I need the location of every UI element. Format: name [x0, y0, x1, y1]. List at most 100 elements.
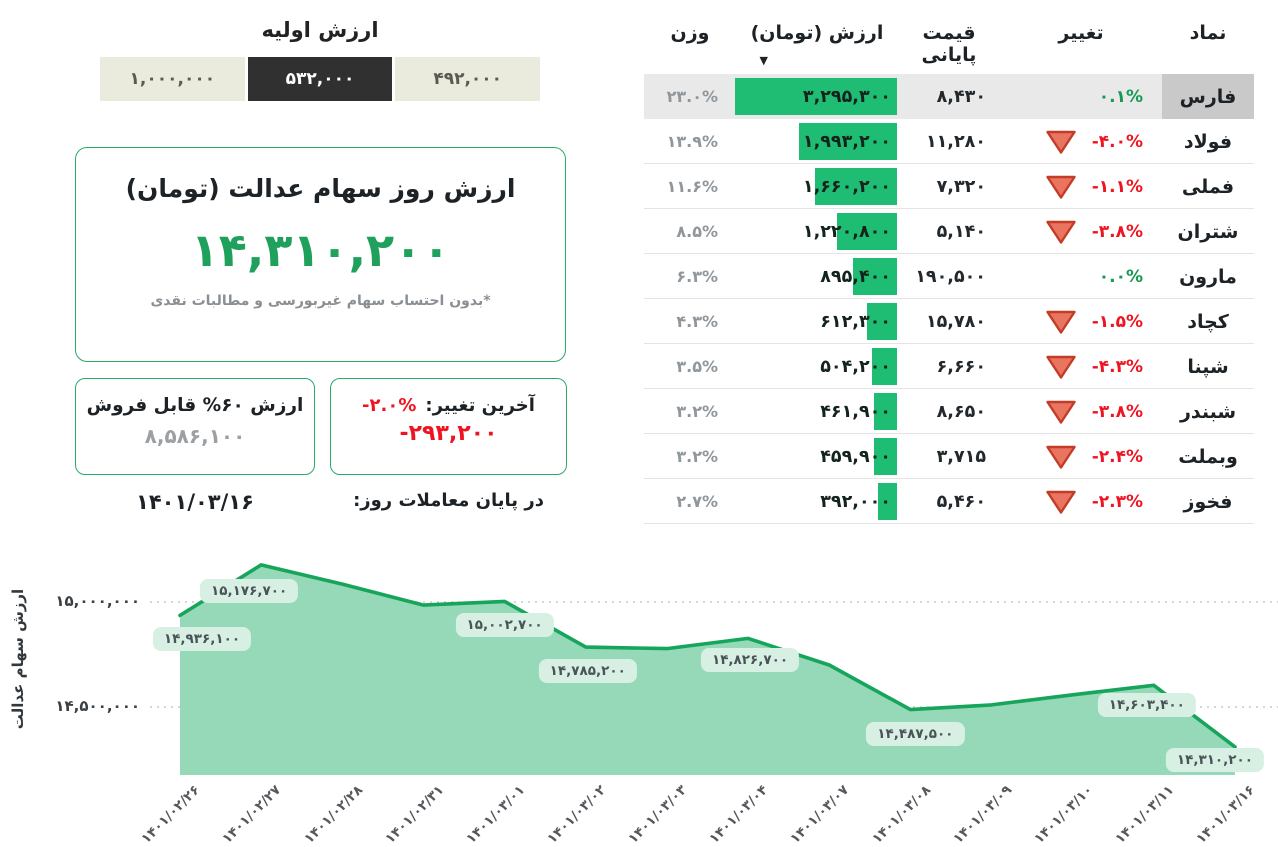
closing-price-cell: ۸,۶۵۰ [936, 401, 986, 422]
value-amount: ۶۱۲,۳۰۰ [820, 311, 891, 332]
value-bar [874, 438, 897, 475]
value-cell: ۱,۶۶۰,۲۰۰ [736, 164, 898, 209]
weight-cell: ۸.۵% [676, 222, 718, 241]
data-point-label: ۱۴,۸۲۶,۷۰۰ [700, 648, 800, 673]
change-percent: ۰.۰% [1098, 266, 1143, 287]
change-cell: -۲.۴% [1000, 444, 1162, 470]
change-cell: ۰.۱% [1000, 84, 1162, 110]
closing-price-cell: ۷,۳۲۰ [936, 176, 986, 197]
data-point-label: ۱۴,۳۱۰,۲۰۰ [1165, 747, 1265, 772]
table-row[interactable]: مارون ۰.۰% ۱۹۰,۵۰۰ ۸۹۵,۴۰۰ ۶.۳% [644, 254, 1254, 299]
current-value-title: ارزش روز سهام عدالت (تومان) [125, 174, 516, 203]
initial-value-option-1[interactable]: ۵۳۲,۰۰۰ [247, 57, 393, 101]
weight-cell: ۴.۳% [676, 312, 718, 331]
y-tick-label: ۱۴,۵۰۰,۰۰۰ [55, 697, 140, 715]
value-amount: ۱,۶۶۰,۲۰۰ [802, 176, 891, 197]
triangle-down-icon [1045, 490, 1076, 514]
change-cell: ۰.۰% [1000, 264, 1162, 290]
initial-value-title: ارزش اولیه [261, 18, 379, 42]
symbol-cell: فارس [1162, 74, 1254, 119]
summary-panel: ارزش اولیه ۱,۰۰۰,۰۰۰ ۵۳۲,۰۰۰ ۴۹۲,۰۰۰ ارزش … [60, 12, 570, 532]
symbol-cell: شپنا [1187, 355, 1229, 378]
change-percent: ۰.۱% [1098, 86, 1143, 107]
table-row[interactable]: کچاد -۱.۵% ۱۵,۷۸۰ ۶۱۲,۳۰۰ ۴.۳% [644, 299, 1254, 344]
data-point-label: ۱۴,۹۳۶,۱۰۰ [152, 627, 252, 652]
table-row[interactable]: شبندر -۳.۸% ۸,۶۵۰ ۴۶۱,۹۰۰ ۳.۲% [644, 389, 1254, 434]
change-cell: -۴.۳% [1000, 354, 1162, 380]
value-cell: ۳۹۲,۰۰۰ [736, 479, 898, 524]
value-amount: ۵۰۴,۲۰۰ [820, 356, 891, 377]
value-bar [815, 168, 897, 205]
change-cell: -۳.۸% [1000, 219, 1162, 245]
data-point-label: ۱۵,۱۷۶,۷۰۰ [200, 578, 299, 603]
triangle-down-icon [1045, 400, 1076, 424]
value-bar [735, 78, 897, 115]
portfolio-table: نماد تغییر قیمت پایانی ارزش (تومان) ▼ وز… [644, 10, 1254, 524]
symbol-cell: کچاد [1187, 310, 1229, 333]
symbol-cell: وبملت [1178, 445, 1238, 468]
table-header-row: نماد تغییر قیمت پایانی ارزش (تومان) ▼ وز… [644, 10, 1254, 74]
value-cell: ۱,۹۹۳,۲۰۰ [736, 119, 898, 164]
value-amount: ۳۹۲,۰۰۰ [820, 491, 891, 512]
value-amount: ۱,۲۲۰,۸۰۰ [802, 221, 891, 242]
column-header-value[interactable]: ارزش (تومان) ▼ [736, 22, 898, 67]
value-amount: ۴۵۹,۹۰۰ [820, 446, 891, 467]
last-change-label: آخرین تغییر: [425, 395, 535, 416]
column-header-weight[interactable]: وزن [670, 22, 710, 44]
valuation-date: ۱۴۰۱/۰۳/۱۶ [136, 490, 254, 514]
y-tick-label: ۱۵,۰۰۰,۰۰۰ [55, 592, 140, 610]
last-change-amount: -۲۹۳,۲۰۰ [399, 421, 498, 446]
change-cell: -۱.۱% [1000, 174, 1162, 200]
symbol-cell: مارون [1179, 265, 1237, 288]
value-amount: ۸۹۵,۴۰۰ [820, 266, 891, 287]
initial-value-option-2[interactable]: ۴۹۲,۰۰۰ [395, 57, 541, 101]
last-change-card: آخرین تغییر: -۲.۰% -۲۹۳,۲۰۰ [330, 378, 567, 475]
weight-cell: ۲۳.۰% [666, 87, 718, 106]
change-percent: -۳.۸% [1091, 221, 1143, 242]
table-row[interactable]: وبملت -۲.۴% ۳,۷۱۵ ۴۵۹,۹۰۰ ۳.۲% [644, 434, 1254, 479]
current-value-footnote: *بدون احتساب سهام غیربورسی و مطالبات نقد… [150, 293, 491, 309]
value-bar [837, 213, 897, 250]
table-row[interactable]: فارس ۰.۱% ۸,۴۳۰ ۳,۲۹۵,۳۰۰ ۲۳.۰% [644, 74, 1254, 119]
weight-cell: ۶.۳% [676, 267, 718, 286]
triangle-down-icon [1045, 220, 1076, 244]
change-percent: -۳.۸% [1091, 401, 1143, 422]
change-percent: -۱.۱% [1091, 176, 1143, 197]
value-cell: ۱,۲۲۰,۸۰۰ [736, 209, 898, 254]
closing-price-cell: ۸,۴۳۰ [936, 86, 986, 107]
symbol-cell: فملی [1181, 175, 1235, 198]
column-header-price[interactable]: قیمت پایانی [921, 22, 977, 66]
column-header-change[interactable]: تغییر [1058, 22, 1104, 44]
closing-price-cell: ۵,۴۶۰ [936, 491, 986, 512]
table-row[interactable]: شپنا -۴.۳% ۶,۶۶۰ ۵۰۴,۲۰۰ ۳.۵% [644, 344, 1254, 389]
table-row[interactable]: شتران -۳.۸% ۵,۱۴۰ ۱,۲۲۰,۸۰۰ ۸.۵% [644, 209, 1254, 254]
equity-value-chart: ارزش سهام عدالت ۱۵,۰۰۰,۰۰۰ ۱۴,۵۰۰,۰۰۰ ۱۴,۹… [0, 545, 1278, 847]
value-cell: ۶۱۲,۳۰۰ [736, 299, 898, 344]
value-cell: ۴۵۹,۹۰۰ [736, 434, 898, 479]
closing-price-cell: ۱۱,۲۸۰ [925, 131, 986, 152]
value-amount: ۴۶۱,۹۰۰ [820, 401, 891, 422]
value-amount: ۳,۲۹۵,۳۰۰ [802, 86, 891, 107]
data-point-label: ۱۴,۷۸۵,۲۰۰ [538, 659, 637, 684]
change-percent: -۴.۰% [1091, 131, 1143, 152]
value-bar [866, 303, 897, 340]
symbol-cell: فخوز [1183, 490, 1233, 513]
current-value-amount: ۱۴,۳۱۰,۲۰۰ [190, 223, 451, 277]
triangle-down-icon [1045, 445, 1076, 469]
table-row[interactable]: فولاد -۴.۰% ۱۱,۲۸۰ ۱,۹۹۳,۲۰۰ ۱۳.۹% [644, 119, 1254, 164]
closing-price-cell: ۱۹۰,۵۰۰ [915, 266, 986, 287]
weight-cell: ۳.۲% [676, 447, 718, 466]
data-point-label: ۱۵,۰۰۲,۷۰۰ [455, 613, 554, 638]
weight-cell: ۳.۵% [676, 357, 718, 376]
value-bar [799, 123, 897, 160]
closing-price-cell: ۵,۱۴۰ [936, 221, 986, 242]
sellable-value-card: ارزش ۶۰% قابل فروش ۸,۵۸۶,۱۰۰ [75, 378, 315, 475]
table-row[interactable]: فخوز -۲.۳% ۵,۴۶۰ ۳۹۲,۰۰۰ ۲.۷% [644, 479, 1254, 524]
initial-value-option-0[interactable]: ۱,۰۰۰,۰۰۰ [100, 57, 245, 101]
sellable-value-amount: ۸,۵۸۶,۱۰۰ [144, 424, 246, 448]
change-percent: -۲.۳% [1091, 491, 1143, 512]
value-bar [852, 258, 897, 295]
value-amount: ۱,۹۹۳,۲۰۰ [802, 131, 891, 152]
table-row[interactable]: فملی -۱.۱% ۷,۳۲۰ ۱,۶۶۰,۲۰۰ ۱۱.۶% [644, 164, 1254, 209]
column-header-symbol[interactable]: نماد [1189, 22, 1227, 44]
